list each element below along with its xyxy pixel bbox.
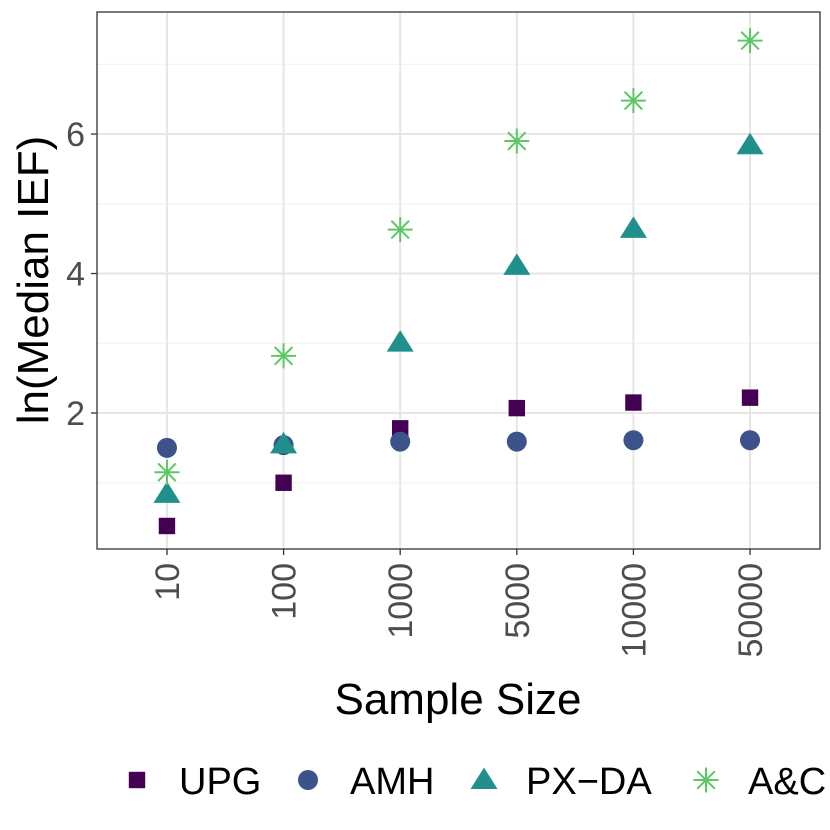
x-tick-label: 1000 xyxy=(382,563,420,639)
legend-label: AMH xyxy=(350,761,434,803)
data-point xyxy=(736,132,764,155)
data-point xyxy=(506,431,527,452)
data-point xyxy=(275,474,292,491)
data-point xyxy=(153,481,181,503)
legend-label: PX−DA xyxy=(526,761,652,803)
series-asterisk xyxy=(154,28,763,485)
data-point xyxy=(737,28,763,54)
legend-item: PX−DA xyxy=(470,761,652,803)
data-point xyxy=(620,88,646,114)
y-tick-label: 4 xyxy=(66,256,85,294)
legend-item: AMH xyxy=(298,761,434,803)
y-tick-label: 6 xyxy=(66,116,85,154)
x-tick-label: 5000 xyxy=(499,563,537,639)
data-point xyxy=(740,430,761,451)
x-axis: 10 100 1000 5000 10000 50000 xyxy=(149,549,770,658)
legend: UPG AMH PX−DA A&C xyxy=(128,761,826,803)
data-point xyxy=(154,459,180,485)
series-triangle xyxy=(153,132,764,503)
legend-label: A&C xyxy=(748,761,826,803)
legend-item: A&C xyxy=(693,761,826,803)
y-tick-label: 2 xyxy=(66,395,85,433)
legend-key-asterisk xyxy=(693,767,719,793)
plot-border xyxy=(96,11,821,550)
plot-background xyxy=(97,12,820,549)
data-point xyxy=(504,128,530,154)
data-points xyxy=(153,28,764,535)
x-tick-label: 10 xyxy=(149,563,187,601)
data-point xyxy=(625,394,642,411)
data-point xyxy=(387,217,413,243)
data-point xyxy=(741,389,759,406)
data-point xyxy=(270,431,298,454)
x-axis-title: Sample Size xyxy=(334,675,581,724)
data-point xyxy=(271,343,297,369)
legend-key-circle xyxy=(298,770,318,790)
legend-item: UPG xyxy=(128,761,261,803)
y-axis: 2 4 6 xyxy=(66,116,97,433)
data-point xyxy=(386,330,414,352)
legend-label: UPG xyxy=(179,761,261,803)
data-point xyxy=(156,437,177,458)
data-point xyxy=(158,517,176,535)
data-point xyxy=(390,431,411,452)
data-point xyxy=(619,216,647,238)
x-tick-label: 100 xyxy=(266,563,304,620)
data-point xyxy=(623,430,644,451)
x-tick-label: 10000 xyxy=(615,563,653,658)
data-point xyxy=(508,399,526,417)
x-tick-label: 50000 xyxy=(732,563,770,658)
series-square xyxy=(158,389,759,535)
data-point xyxy=(503,253,531,275)
legend-key-triangle xyxy=(470,767,498,789)
legend-key-square xyxy=(128,771,146,789)
y-axis-title: ln(Median IEF) xyxy=(9,136,58,425)
data-point xyxy=(391,420,409,437)
